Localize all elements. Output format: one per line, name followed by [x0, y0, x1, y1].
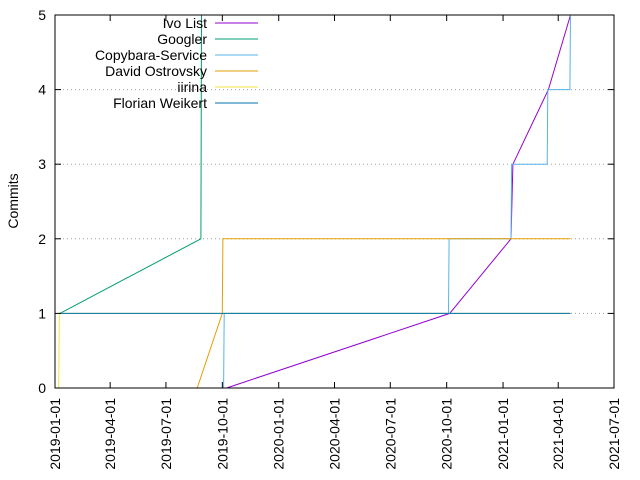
x-tick-label: 2019-07-01 [158, 398, 174, 470]
x-tick-label: 2019-01-01 [47, 398, 63, 470]
y-tick-label: 5 [38, 7, 46, 23]
series-line [59, 14, 202, 314]
grid-lines [55, 89, 614, 314]
x-tick-label: 2020-04-01 [327, 398, 343, 470]
legend-label: Copybara-Service [95, 47, 207, 63]
x-tick-label: 2021-01-01 [495, 398, 511, 470]
y-tick-label: 4 [38, 82, 46, 98]
series-line [226, 14, 571, 389]
x-tick-label: 2019-04-01 [102, 398, 118, 470]
series-line [58, 312, 571, 389]
legend-label: Googler [157, 31, 207, 47]
y-axis-label: Commits [5, 173, 21, 228]
legend-label: Florian Weikert [113, 95, 207, 111]
x-tick-label: 2020-10-01 [439, 398, 455, 470]
y-axis: 0 1 2 3 4 5 [38, 7, 614, 396]
x-tick-label: 2019-10-01 [214, 398, 230, 470]
x-tick-label: 2021-07-01 [606, 398, 622, 470]
y-tick-label: 2 [38, 231, 46, 247]
series-line [223, 14, 571, 389]
y-tick-label: 1 [38, 305, 46, 321]
legend-label: Ivo List [163, 15, 207, 31]
x-axis: 2019-01-01 2019-04-01 2019-07-01 2019-10-01… [47, 15, 622, 470]
x-tick-label: 2020-07-01 [382, 398, 398, 470]
y-tick-label: 3 [38, 156, 46, 172]
legend-label: David Ostrovsky [105, 63, 207, 79]
x-tick-label: 2021-04-01 [550, 398, 566, 470]
series-line [196, 238, 571, 389]
y-tick-label: 0 [38, 380, 46, 396]
x-tick-label: 2020-01-01 [271, 398, 287, 470]
legend-label: iirina [177, 79, 207, 95]
